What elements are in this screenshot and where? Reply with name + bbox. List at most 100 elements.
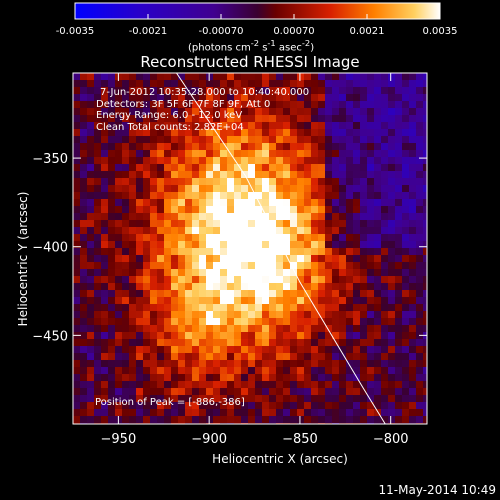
heatmap-cell — [150, 143, 158, 151]
heatmap-cell — [150, 234, 158, 242]
heatmap-cell — [416, 108, 424, 116]
heatmap-cell — [192, 269, 200, 277]
heatmap-cell — [304, 388, 312, 396]
heatmap-cell — [136, 108, 144, 116]
heatmap-cell — [171, 262, 179, 270]
heatmap-cell — [185, 388, 193, 396]
heatmap-cell — [346, 192, 354, 200]
heatmap-cell — [220, 178, 228, 186]
heatmap-cell — [367, 199, 375, 207]
heatmap-cell — [80, 143, 88, 151]
heatmap-cell — [276, 115, 284, 123]
heatmap-cell — [241, 367, 249, 375]
heatmap-cell — [255, 353, 263, 361]
heatmap-cell — [171, 395, 179, 403]
heatmap-cell — [108, 367, 116, 375]
heatmap-cell — [192, 283, 200, 291]
heatmap-cell — [241, 178, 249, 186]
heatmap-cell — [241, 248, 249, 256]
heatmap-cell — [297, 318, 305, 326]
heatmap-cell — [227, 395, 235, 403]
heatmap-cell — [304, 367, 312, 375]
heatmap-cell — [297, 80, 305, 88]
heatmap-cell — [101, 311, 109, 319]
heatmap-cell — [374, 178, 382, 186]
heatmap-cell — [136, 192, 144, 200]
heatmap-cell — [388, 108, 396, 116]
heatmap-cell — [262, 269, 270, 277]
heatmap-cell — [87, 297, 95, 305]
heatmap-cell — [276, 262, 284, 270]
heatmap-cell — [416, 416, 424, 424]
heatmap-cell — [115, 311, 123, 319]
heatmap-cell — [101, 213, 109, 221]
heatmap-cell — [318, 234, 326, 242]
heatmap-cell — [87, 164, 95, 172]
heatmap-cell — [178, 73, 186, 81]
heatmap-cell — [192, 318, 200, 326]
heatmap-cell — [255, 248, 263, 256]
heatmap-cell — [94, 143, 102, 151]
heatmap-cell — [269, 360, 277, 368]
heatmap-cell — [220, 101, 228, 109]
heatmap-cell — [143, 304, 151, 312]
heatmap-cell — [227, 381, 235, 389]
heatmap-cell — [381, 178, 389, 186]
heatmap-cell — [213, 241, 221, 249]
heatmap-cell — [269, 262, 277, 270]
heatmap-cell — [192, 220, 200, 228]
heatmap-cell — [304, 94, 312, 102]
heatmap-cell — [339, 262, 347, 270]
heatmap-cell — [255, 220, 263, 228]
heatmap-cell — [283, 136, 291, 144]
heatmap-cell — [332, 157, 340, 165]
heatmap-cell — [199, 185, 207, 193]
heatmap-cell — [325, 395, 333, 403]
heatmap-cell — [157, 129, 165, 137]
heatmap-cell — [423, 185, 427, 193]
heatmap-cell — [108, 269, 116, 277]
heatmap-cell — [164, 234, 172, 242]
heatmap-cell — [178, 220, 186, 228]
heatmap-cell — [423, 297, 427, 305]
heatmap-cell — [157, 395, 165, 403]
heatmap-cell — [402, 395, 410, 403]
heatmap-cell — [269, 80, 277, 88]
heatmap-cell — [220, 283, 228, 291]
heatmap-cell — [73, 171, 81, 179]
heatmap-cell — [80, 360, 88, 368]
heatmap-cell — [129, 213, 137, 221]
heatmap-cell — [192, 304, 200, 312]
heatmap-cell — [94, 290, 102, 298]
heatmap-cell — [318, 185, 326, 193]
heatmap-cell — [101, 325, 109, 333]
heatmap-cell — [227, 178, 235, 186]
heatmap-cell — [290, 136, 298, 144]
heatmap-cell — [115, 143, 123, 151]
heatmap-cell — [346, 94, 354, 102]
heatmap-cell — [402, 164, 410, 172]
heatmap-cell — [80, 416, 88, 424]
heatmap-cell — [374, 150, 382, 158]
heatmap-cell — [416, 171, 424, 179]
heatmap-cell — [248, 297, 256, 305]
heatmap-cell — [199, 388, 207, 396]
heatmap-cell — [409, 269, 417, 277]
heatmap-cell — [164, 129, 172, 137]
heatmap-cell — [367, 220, 375, 228]
heatmap-cell — [367, 227, 375, 235]
heatmap-cell — [353, 157, 361, 165]
heatmap-cell — [311, 276, 319, 284]
heatmap-cell — [94, 332, 102, 340]
heatmap-cell — [409, 332, 417, 340]
heatmap-cell — [367, 241, 375, 249]
heatmap-cell — [185, 150, 193, 158]
heatmap-cell — [157, 185, 165, 193]
heatmap-cell — [199, 73, 207, 81]
heatmap-cell — [374, 374, 382, 382]
heatmap-cell — [255, 409, 263, 417]
heatmap-cell — [325, 80, 333, 88]
heatmap-cell — [381, 304, 389, 312]
heatmap-cell — [374, 255, 382, 263]
heatmap-cell — [150, 115, 158, 123]
